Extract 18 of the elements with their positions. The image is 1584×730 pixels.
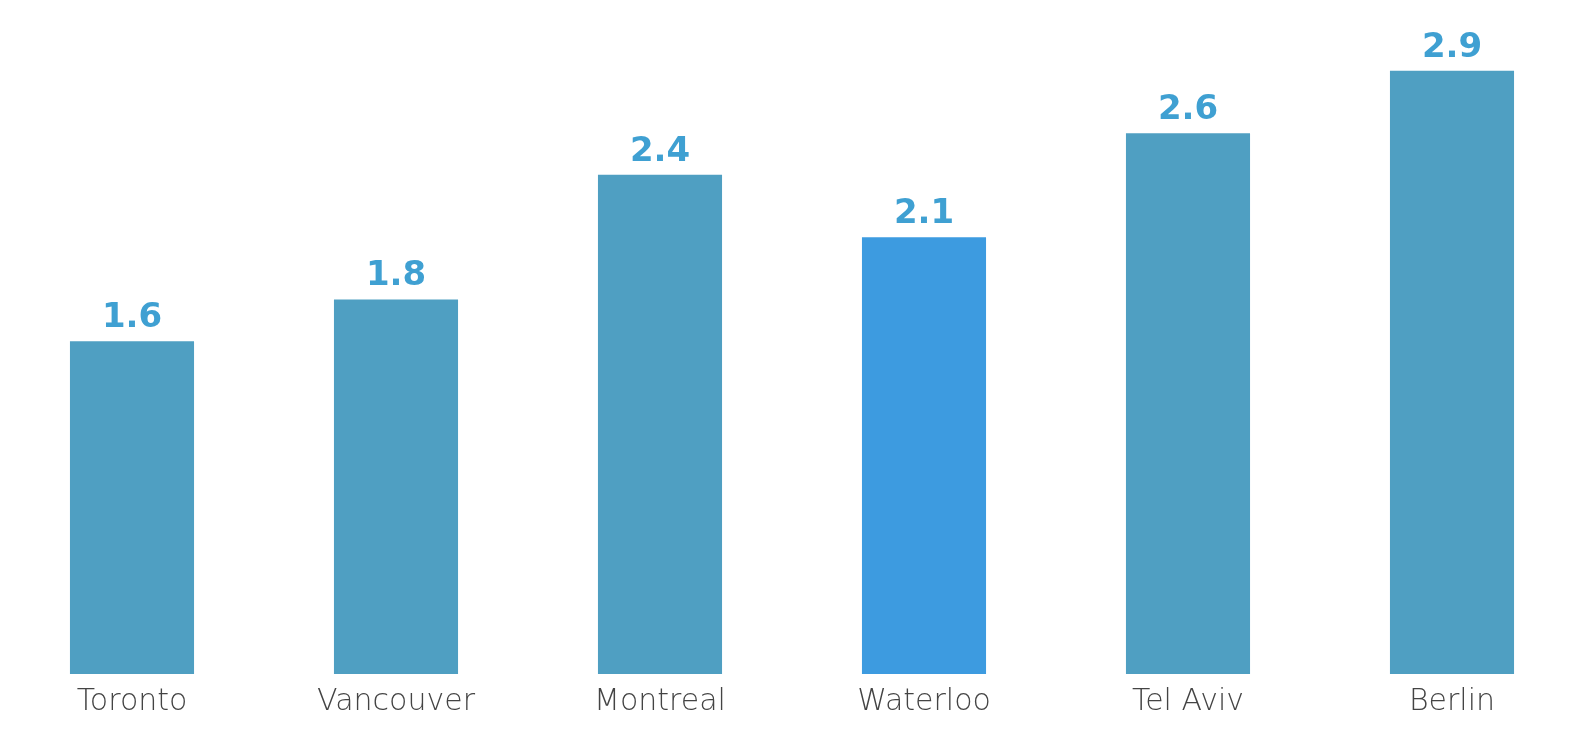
x-tick-label: Tel Aviv <box>1131 681 1245 717</box>
bar <box>1389 70 1515 674</box>
data-label: 2.1 <box>893 191 955 232</box>
x-tick-label: Waterloo <box>857 681 991 717</box>
data-label: 2.6 <box>1157 87 1219 128</box>
x-tick-label: Berlin <box>1408 681 1496 717</box>
bar <box>69 341 195 674</box>
bar <box>597 174 723 674</box>
bar <box>861 237 987 674</box>
bar <box>1125 133 1251 674</box>
data-label: 2.9 <box>1421 24 1483 65</box>
x-tick-label: Montreal <box>594 681 726 717</box>
x-tick-label: Vancouver <box>317 681 476 717</box>
x-tick-label: Toronto <box>76 681 188 717</box>
data-label: 1.6 <box>101 295 163 336</box>
bar <box>333 299 459 674</box>
data-label: 1.8 <box>365 253 427 294</box>
data-label: 2.4 <box>629 128 691 169</box>
